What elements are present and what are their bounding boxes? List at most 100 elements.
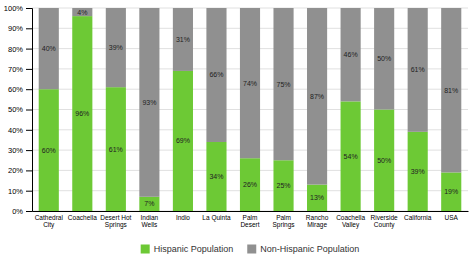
tick: 0% [12, 207, 32, 216]
tick-label: 80% [8, 45, 23, 54]
plot: 60%96%61%7%69%34%26%25%13%54%50%39%19%40… [4, 4, 469, 229]
data-label: 61% [411, 66, 425, 73]
tick: La Quinta [202, 214, 231, 222]
tick: PalmDesert [240, 214, 259, 228]
bar [106, 87, 126, 211]
data-label: 13% [310, 194, 324, 201]
bar [307, 8, 327, 185]
bar [341, 101, 361, 211]
tick: Desert HotSprings [100, 214, 131, 229]
tick: 90% [8, 24, 32, 33]
tick-label: California [404, 214, 432, 221]
tick: CathedralCity [35, 214, 64, 229]
tick-label: 20% [8, 166, 23, 175]
data-label: 25% [277, 182, 291, 189]
tick: Coachella [68, 214, 97, 221]
legend-item: Hispanic Population [141, 244, 234, 254]
data-label: 46% [344, 51, 358, 58]
tick-label: 90% [8, 24, 23, 33]
data-label: 4% [77, 9, 87, 16]
data-label: 26% [243, 181, 257, 188]
data-label: 60% [42, 147, 56, 154]
bar [206, 8, 226, 142]
data-label: 50% [377, 55, 391, 62]
tick-mark [26, 49, 32, 50]
tick-label: CathedralCity [35, 214, 64, 229]
tick-label: Desert HotSprings [100, 214, 131, 229]
tick: Indio [176, 214, 190, 221]
tick: 70% [8, 65, 32, 74]
data-label: 54% [344, 153, 358, 160]
bar [139, 8, 159, 197]
data-label: 34% [209, 173, 223, 180]
bar [106, 8, 126, 87]
bar [273, 8, 293, 160]
tick: 10% [8, 187, 32, 196]
tick-mark [26, 191, 32, 192]
data-labels: 60%96%61%7%69%34%26%25%13%54%50%39%19%40… [42, 9, 458, 208]
x-axis: CathedralCity CoachellaDesert HotSprings I… [33, 212, 469, 230]
tick-mark [26, 110, 32, 111]
tick-mark [26, 130, 32, 131]
data-label: 96% [75, 110, 89, 117]
axis-line [26, 9, 33, 212]
tick-mark [26, 28, 32, 29]
tick: USA [445, 214, 459, 221]
bar [39, 89, 59, 211]
axis-line [33, 211, 469, 212]
data-label: 39% [411, 168, 425, 175]
legend-item: Non-Hispanic Population [247, 244, 359, 254]
bar [173, 8, 193, 71]
tick-mark [26, 150, 32, 151]
bar [72, 16, 92, 211]
data-label: 7% [144, 200, 154, 207]
tick: 80% [8, 45, 32, 54]
bar [139, 197, 159, 211]
tick: 50% [8, 105, 32, 114]
bar [173, 71, 193, 211]
bar [408, 132, 428, 211]
bar [206, 142, 226, 211]
legend-swatch [141, 245, 150, 254]
bars [39, 8, 462, 211]
data-label: 39% [109, 44, 123, 51]
bar [374, 110, 394, 212]
tick-label: 30% [8, 146, 23, 155]
tick-mark [26, 69, 32, 70]
tick-label: RanchoMirage [306, 214, 329, 229]
tick-label: 60% [8, 85, 23, 94]
data-label: 74% [243, 80, 257, 87]
data-label: 93% [142, 99, 156, 106]
series [39, 8, 462, 197]
tick: 100% [4, 4, 32, 13]
tick-label: USA [445, 214, 459, 221]
tick-label: Indio [176, 214, 190, 221]
bar [374, 8, 394, 110]
grid [32, 8, 468, 211]
tick-label: 50% [8, 105, 23, 114]
bar [39, 8, 59, 89]
data-label: 40% [42, 45, 56, 52]
data-label: 61% [109, 146, 123, 153]
tick-label: Coachella [68, 214, 97, 221]
bar [273, 160, 293, 211]
bar [441, 172, 461, 211]
tick: IndianWells [141, 214, 159, 228]
bar [72, 8, 92, 16]
tick-label: RiversideCounty [371, 214, 398, 229]
bar [341, 8, 361, 101]
tick-label: CoachellaValley [336, 214, 365, 229]
legend-label: Non-Hispanic Population [260, 244, 359, 254]
legend-swatch [247, 245, 256, 254]
tick-label: PalmDesert [240, 214, 259, 228]
tick: PalmSprings [273, 214, 296, 229]
tick-mark [26, 89, 32, 90]
tick-label: La Quinta [202, 214, 231, 222]
data-label: 50% [377, 157, 391, 164]
tick: RanchoMirage [306, 214, 329, 229]
tick-label: IndianWells [141, 214, 159, 228]
tick: 20% [8, 166, 32, 175]
tick: 30% [8, 146, 32, 155]
bar [441, 8, 461, 172]
data-label: 19% [444, 188, 458, 195]
